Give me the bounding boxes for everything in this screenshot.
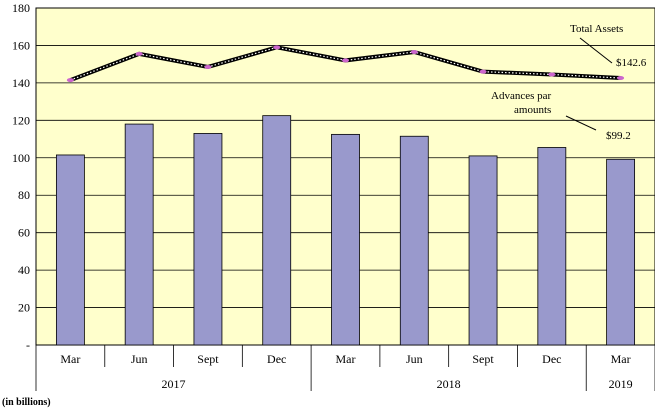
x-tick-label: Sept [472,352,494,366]
year-label: 2018 [437,377,461,391]
x-axis: Mar Jun Sept Dec Mar Jun Sept Dec Mar 2017 2018 201… [35,345,655,391]
y-tick-label: 40 [18,263,30,277]
total-assets-point [548,72,556,77]
total-assets-line [66,45,625,83]
total-assets-point [617,76,625,81]
advances-bar [399,135,429,346]
advances-bar [537,147,567,346]
x-tick-label: Jun [131,352,148,366]
y-tick-label: 140 [12,76,30,90]
advances-bar [55,154,85,346]
y-tick-label: 60 [18,226,30,240]
x-tick-label: Mar [611,352,631,366]
advances-bar [606,158,636,346]
year-label: 2017 [162,377,186,391]
total-assets-arrow [579,37,613,64]
y-tick-label: 160 [12,38,30,52]
x-tick-label: Mar [336,352,356,366]
total-assets-point [342,58,349,63]
y-tick-label: 120 [12,113,30,127]
total-assets-point [66,78,74,83]
y-tick-label: 100 [12,151,30,165]
y-tick-label: 80 [18,188,30,202]
total-assets-value: $142.6 [616,57,647,69]
advances-value: $99.2 [606,130,631,142]
advances-bar [193,133,223,346]
x-tick-label: Dec [267,352,286,366]
x-tick-label: Jun [406,352,423,366]
total-assets-point [135,51,143,56]
unit-label: (in billions) [2,397,51,408]
y-tick-label: 180 [12,1,30,15]
advances-arrow [565,115,597,131]
advances-bar [331,133,360,346]
total-assets-label: Total Assets [570,23,623,35]
y-tick-label: 20 [18,301,30,315]
y-tick-label: - [26,338,30,352]
total-assets-point [273,45,281,50]
x-tick-label: Mar [60,352,80,366]
x-tick-label: Sept [197,352,219,366]
advances-bar [468,155,498,346]
advances-bar [124,123,154,346]
y-axis-ticks: - 20 40 60 80 100 120 140 160 180 [12,1,30,352]
advances-bar [262,115,292,346]
total-assets-point [479,69,487,74]
year-label: 2019 [609,377,633,391]
total-assets-point [410,49,418,54]
advances-label-line1: Advances par [491,90,552,102]
advances-label-line2: amounts [514,104,551,116]
annotations: Total Assets $142.6 Advances par amounts… [491,23,647,142]
advances-bars [55,115,636,346]
x-tick-label: Dec [542,352,561,366]
total-assets-point [204,64,212,69]
